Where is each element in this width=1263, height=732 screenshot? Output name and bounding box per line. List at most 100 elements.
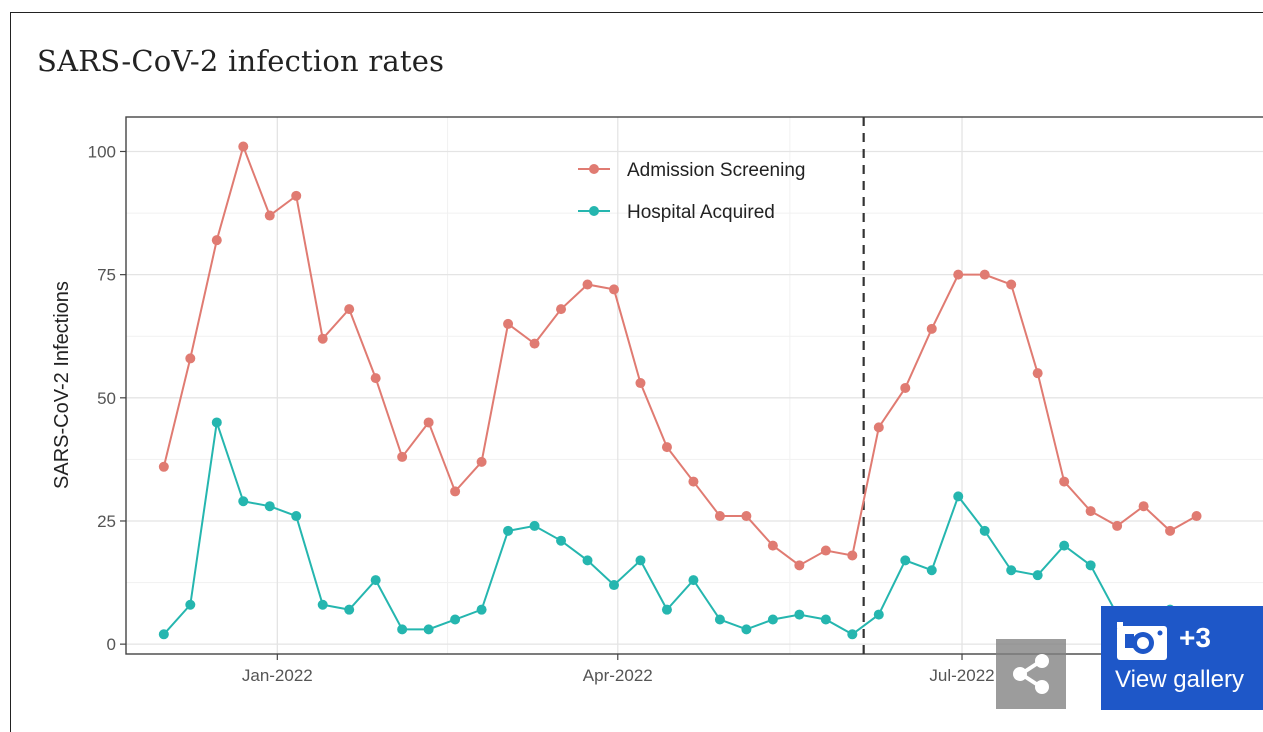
data-point: [979, 525, 990, 536]
data-point: [900, 382, 911, 393]
data-point: [582, 279, 593, 290]
data-point: [661, 442, 672, 453]
data-point: [423, 624, 434, 635]
camera-icon: [1117, 622, 1167, 660]
data-point: [264, 210, 275, 221]
legend-key-point: [589, 206, 599, 216]
y-tick-label: 25: [97, 512, 116, 531]
legend: Admission Screening Hospital Acquired: [578, 160, 805, 223]
legend-label: Admission Screening: [627, 160, 805, 181]
data-point: [582, 555, 593, 566]
data-point: [794, 609, 805, 620]
data-point: [926, 323, 937, 334]
x-tick-label: Jul-2022: [929, 666, 994, 685]
data-point: [1006, 565, 1017, 576]
share-icon: [1013, 654, 1049, 694]
data-point: [873, 422, 884, 433]
data-point: [820, 614, 831, 625]
data-point: [767, 540, 778, 551]
data-point: [979, 269, 990, 280]
data-point: [344, 304, 355, 315]
data-point: [661, 604, 672, 615]
chart-frame: [10, 12, 1263, 732]
data-point: [635, 378, 646, 389]
data-point: [767, 614, 778, 625]
data-point: [317, 599, 328, 610]
data-point: [264, 501, 275, 512]
data-point: [450, 614, 461, 625]
data-point: [185, 599, 196, 610]
data-point: [211, 235, 222, 246]
data-point: [741, 624, 752, 635]
data-point: [1191, 511, 1202, 522]
y-axis: 0 25 50 75 100: [88, 142, 126, 654]
data-point: [1032, 368, 1043, 379]
data-point: [1006, 279, 1017, 290]
series-line-1: [163, 422, 1197, 636]
data-point: [397, 624, 408, 635]
data-point: [158, 629, 169, 640]
data-point: [556, 304, 567, 315]
y-axis-label: SARS-CoV-2 Infections: [51, 281, 73, 489]
data-point: [608, 284, 619, 295]
data-point: [503, 318, 514, 329]
y-tick-label: 50: [97, 389, 116, 408]
data-point: [900, 555, 911, 566]
data-point: [635, 555, 646, 566]
data-point: [873, 609, 884, 620]
data-point: [608, 580, 619, 591]
y-tick-label: 75: [97, 266, 116, 285]
x-tick-label: Apr-2022: [583, 666, 653, 685]
data-point: [238, 496, 249, 507]
data-point: [1059, 476, 1070, 487]
gallery-label: View gallery: [1115, 666, 1244, 693]
data-point: [741, 511, 752, 522]
y-tick-label: 0: [107, 635, 116, 654]
data-point: [1112, 520, 1123, 531]
share-button[interactable]: [996, 639, 1066, 709]
data-point: [370, 373, 381, 384]
data-point: [529, 520, 540, 531]
data-point: [158, 461, 169, 472]
data-point: [397, 451, 408, 462]
data-point: [556, 535, 567, 546]
data-point: [847, 629, 858, 640]
x-axis: Jan-2022 Apr-2022 Jul-2022: [242, 654, 995, 685]
data-point: [847, 550, 858, 561]
data-point: [953, 269, 964, 280]
data-point: [317, 333, 328, 344]
series-line-0: [162, 143, 1198, 567]
data-point: [1059, 540, 1070, 551]
gallery-count: +3: [1179, 622, 1211, 653]
data-point: [688, 476, 699, 487]
data-point: [476, 604, 487, 615]
plot-border: [125, 116, 1263, 655]
data-point: [953, 491, 964, 502]
page-title: SARS-CoV-2 infection rates: [37, 44, 445, 78]
data-point: [238, 141, 249, 152]
data-point: [211, 417, 222, 428]
view-gallery-button[interactable]: +3 View gallery: [1101, 606, 1263, 710]
data-point: [476, 456, 487, 467]
data-point: [344, 604, 355, 615]
legend-label: Hospital Acquired: [627, 202, 775, 223]
data-point: [820, 545, 831, 556]
data-point: [450, 486, 461, 497]
data-point: [714, 511, 725, 522]
legend-key-point: [589, 164, 599, 174]
data-point: [185, 353, 196, 364]
data-point: [503, 525, 514, 536]
data-point: [291, 190, 302, 201]
data-point: [1032, 570, 1043, 581]
data-point: [423, 417, 434, 428]
x-tick-label: Jan-2022: [242, 666, 313, 685]
data-point: [529, 338, 540, 349]
data-point: [1085, 560, 1096, 571]
data-point: [370, 575, 381, 586]
data-point: [926, 565, 937, 576]
data-point: [794, 560, 805, 571]
data-point: [291, 511, 302, 522]
data-point: [1165, 525, 1176, 536]
data-point: [688, 575, 699, 586]
